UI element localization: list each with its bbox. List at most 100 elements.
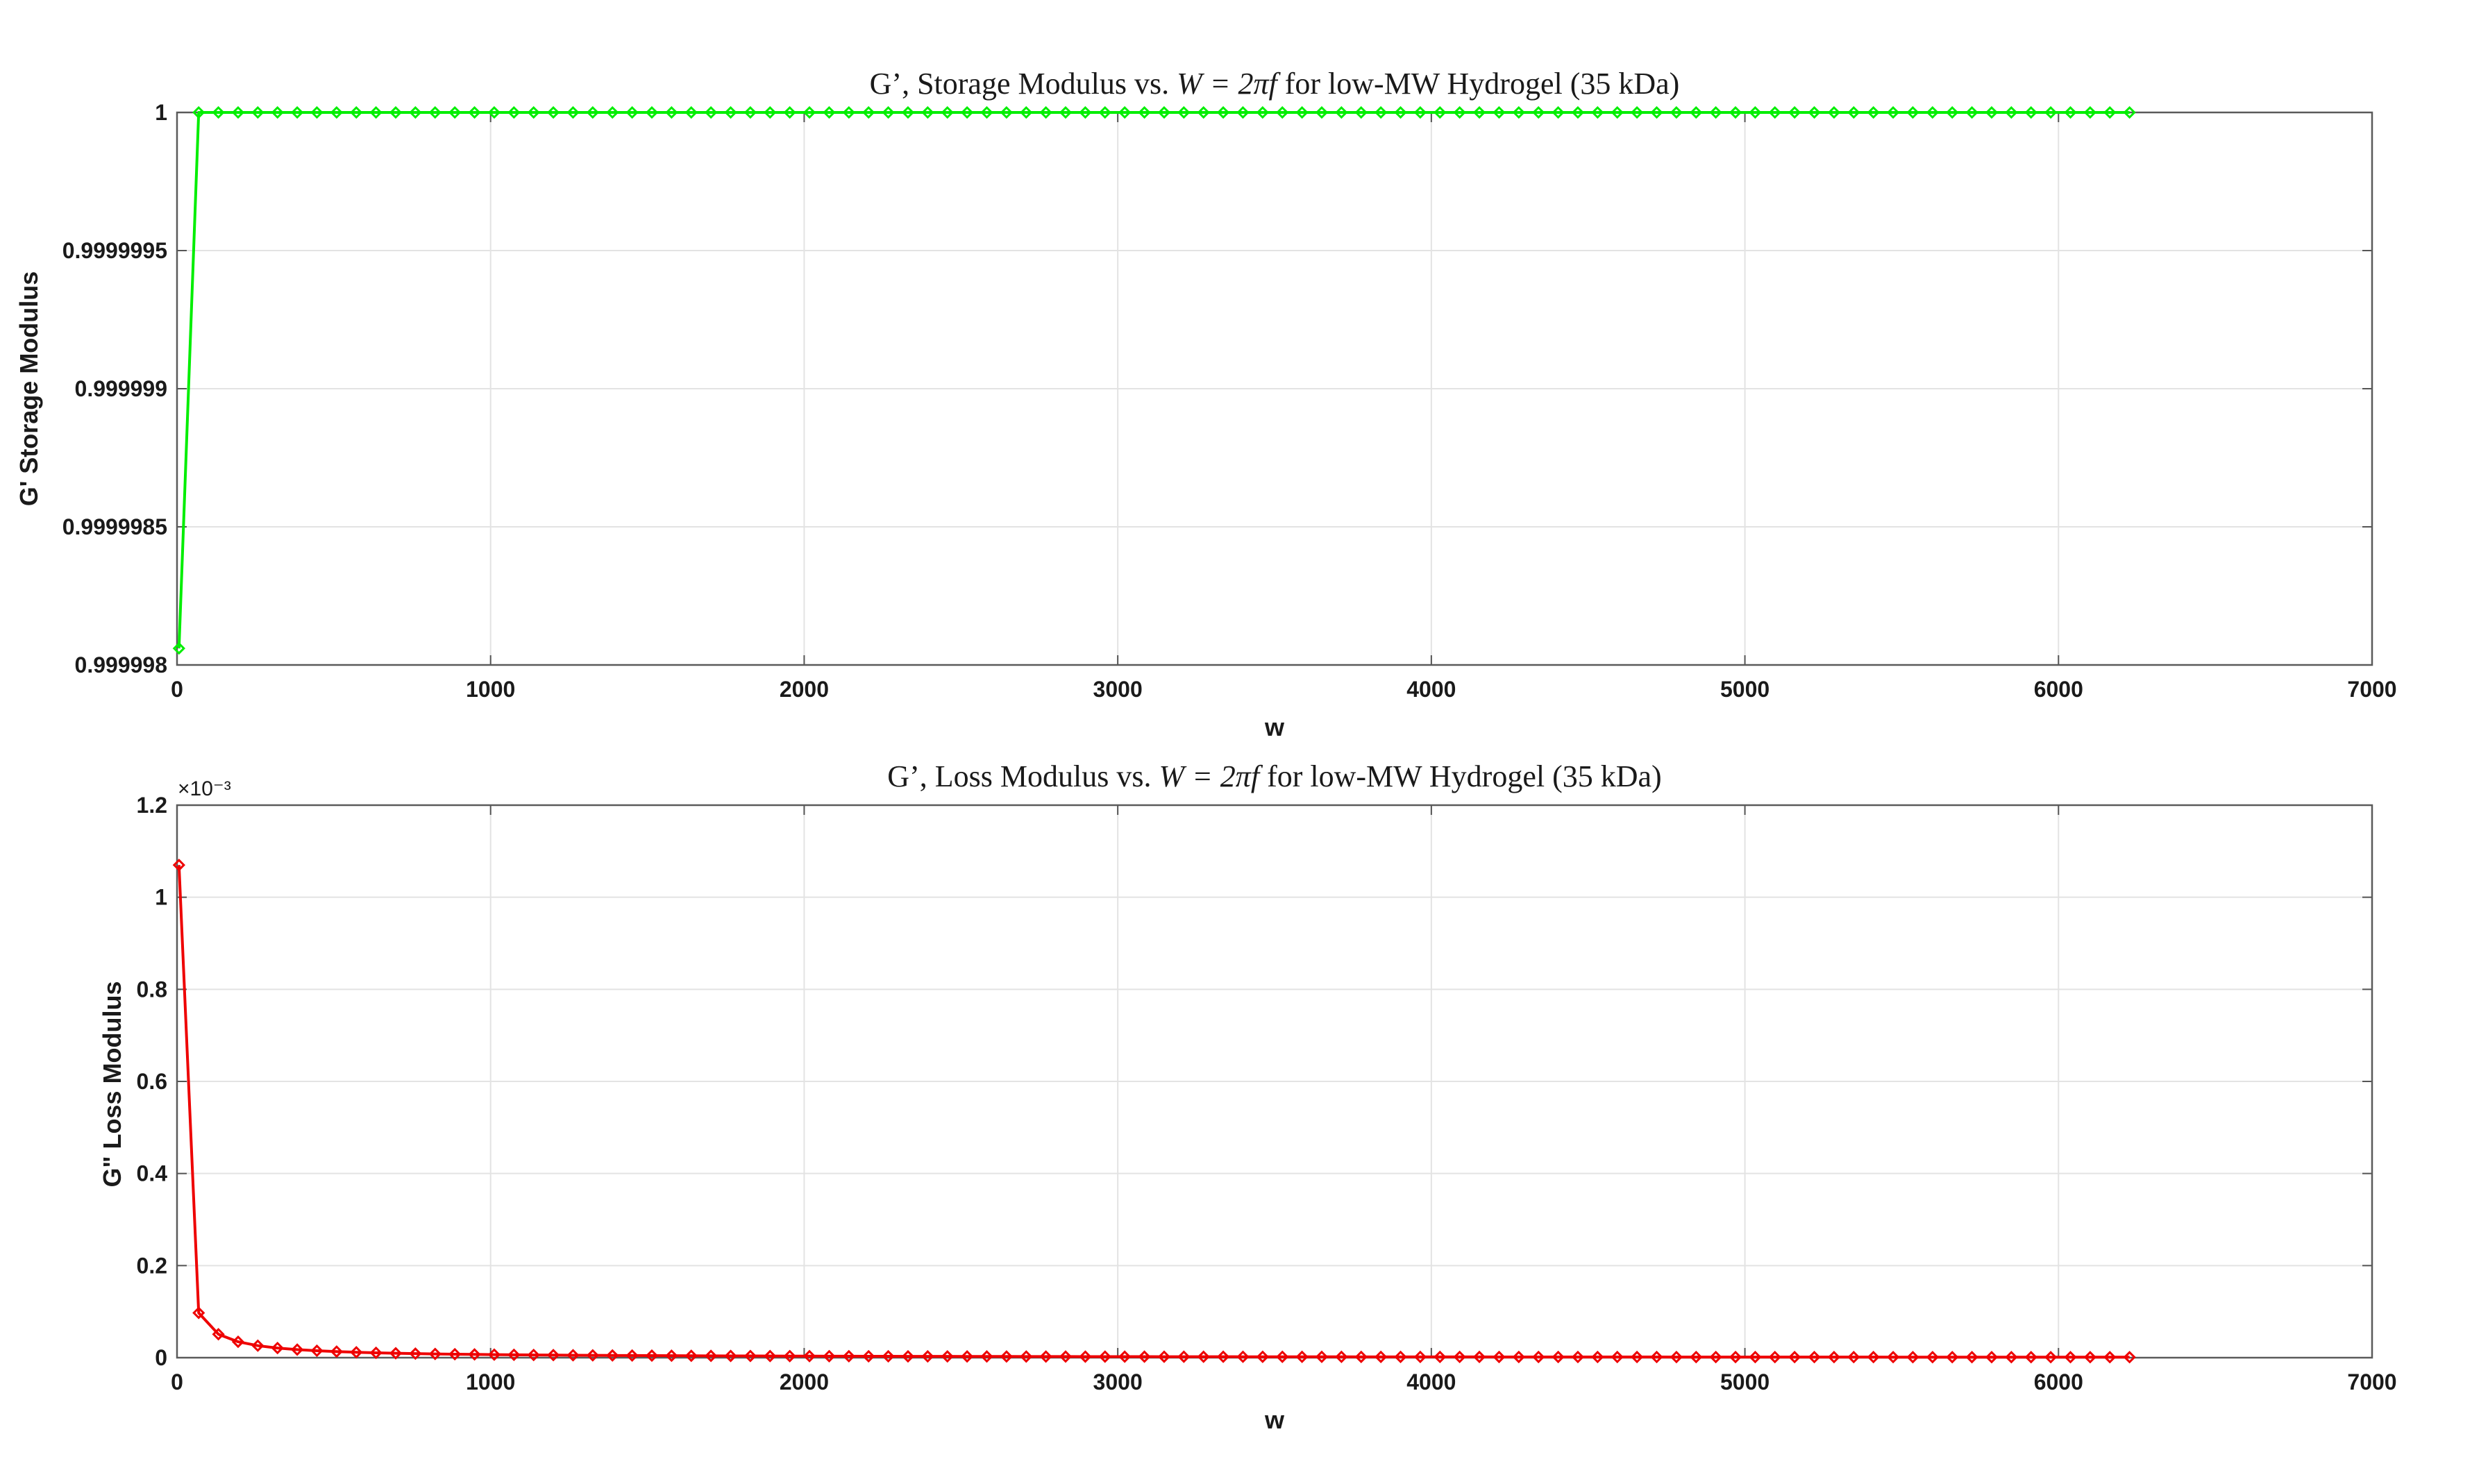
data-point-marker	[350, 106, 363, 119]
data-point-marker	[448, 1347, 462, 1361]
data-point-marker	[369, 106, 383, 119]
y-tick-label: 0.9999995	[62, 238, 167, 263]
data-point-marker	[1867, 106, 1880, 119]
data-point-marker	[1472, 106, 1486, 119]
data-point-marker	[1532, 1350, 1545, 1364]
y-exponent-label: ×10⁻³	[178, 777, 231, 800]
data-point-marker	[1552, 1350, 1565, 1364]
data-point-marker	[1886, 106, 1900, 119]
data-point-marker	[271, 106, 284, 119]
data-point-marker	[1039, 106, 1052, 119]
data-point-marker	[2103, 1351, 2117, 1364]
data-point-marker	[291, 106, 304, 119]
data-point-marker	[921, 1350, 934, 1363]
series-group	[172, 859, 2136, 1364]
data-point-marker	[764, 1349, 777, 1363]
data-point-marker	[1532, 106, 1545, 119]
data-point-marker	[705, 1349, 718, 1363]
data-point-marker	[291, 1343, 304, 1356]
data-point-marker	[882, 1349, 895, 1363]
data-point-marker	[783, 1349, 796, 1363]
data-point-marker	[2064, 106, 2077, 119]
data-point-marker	[1079, 106, 1092, 119]
data-point-marker	[1749, 1350, 1762, 1364]
data-point-marker	[2024, 106, 2037, 119]
chart-title-suffix: for low-MW Hydrogel (35 kDa)	[1259, 759, 1662, 793]
data-point-marker	[1354, 1350, 1368, 1363]
data-point-marker	[409, 1347, 422, 1360]
data-point-marker	[212, 106, 225, 119]
data-point-marker	[1059, 1350, 1073, 1363]
tick-marks	[176, 112, 2373, 666]
data-point-marker	[1453, 1350, 1466, 1364]
x-tick-label: 1000	[466, 677, 515, 702]
data-point-marker	[2064, 1351, 2077, 1364]
data-point-marker	[1059, 106, 1073, 119]
data-point-marker	[369, 1346, 383, 1360]
data-point-marker	[2083, 1351, 2097, 1364]
data-point-marker	[1000, 1350, 1014, 1363]
data-point-marker	[1611, 106, 1624, 119]
data-point-marker	[1630, 1350, 1644, 1364]
data-point-marker	[507, 1348, 521, 1361]
data-point-marker	[724, 106, 737, 119]
chart-title: G’, Storage Modulus vs. W = 2πf for low-…	[870, 67, 1680, 101]
data-point-marker	[468, 106, 481, 119]
chart-title-suffix: for low-MW Hydrogel (35 kDa)	[1277, 67, 1680, 101]
data-point-marker	[527, 106, 540, 119]
series-line	[177, 865, 2130, 1359]
data-point-marker	[251, 1339, 264, 1352]
data-point-marker	[2044, 106, 2058, 119]
data-point-marker	[764, 106, 777, 119]
y-axis-label: G" Loss Modulus	[98, 981, 126, 1187]
data-point-marker	[743, 106, 757, 119]
data-point-marker	[1867, 1351, 1880, 1364]
y-tick-label: 0.8	[137, 977, 167, 1002]
data-point-marker	[1827, 1351, 1841, 1364]
data-point-marker	[1375, 106, 1388, 119]
data-point-marker	[1157, 106, 1171, 119]
x-tick-label: 5000	[1720, 677, 1770, 702]
data-point-marker	[1118, 1350, 1132, 1363]
y-tick-label: 0.2	[137, 1253, 167, 1278]
data-point-marker	[743, 1349, 757, 1363]
data-point-marker	[2123, 1351, 2136, 1364]
data-point-marker	[566, 106, 580, 119]
data-point-marker	[487, 106, 501, 119]
data-point-marker	[330, 1345, 344, 1358]
data-point-marker	[468, 1348, 481, 1361]
data-point-marker	[862, 1349, 875, 1363]
data-point-marker	[310, 106, 323, 119]
data-point-marker	[172, 641, 185, 655]
data-point-marker	[2005, 1351, 2018, 1364]
data-point-marker	[1413, 106, 1427, 119]
x-tick-label: 7000	[2347, 677, 2396, 702]
data-point-marker	[1177, 1350, 1191, 1363]
x-tick-label: 0	[171, 1369, 183, 1394]
data-point-marker	[665, 106, 678, 119]
x-axis-label: w	[1264, 713, 1285, 741]
x-tick-label: 1000	[466, 1369, 515, 1394]
data-point-marker	[625, 1349, 639, 1363]
data-point-marker	[1335, 106, 1348, 119]
data-point-marker	[1295, 1350, 1309, 1363]
data-point-marker	[212, 1328, 225, 1341]
data-point-marker	[448, 106, 462, 119]
data-point-marker	[1039, 1350, 1052, 1363]
data-point-marker	[1768, 106, 1781, 119]
data-point-marker	[1236, 1350, 1250, 1363]
data-point-marker	[1177, 106, 1191, 119]
data-point-marker	[625, 106, 639, 119]
y-tick-label: 1	[155, 100, 167, 125]
data-point-marker	[271, 1341, 284, 1355]
data-point-marker	[941, 106, 954, 119]
data-point-marker	[980, 1350, 993, 1363]
data-point-marker	[1216, 106, 1230, 119]
data-point-marker	[1827, 106, 1841, 119]
data-point-marker	[1354, 106, 1368, 119]
data-point-marker	[566, 1349, 580, 1362]
chart-title-math: W = 2πf	[1159, 759, 1263, 793]
data-point-marker	[705, 106, 718, 119]
